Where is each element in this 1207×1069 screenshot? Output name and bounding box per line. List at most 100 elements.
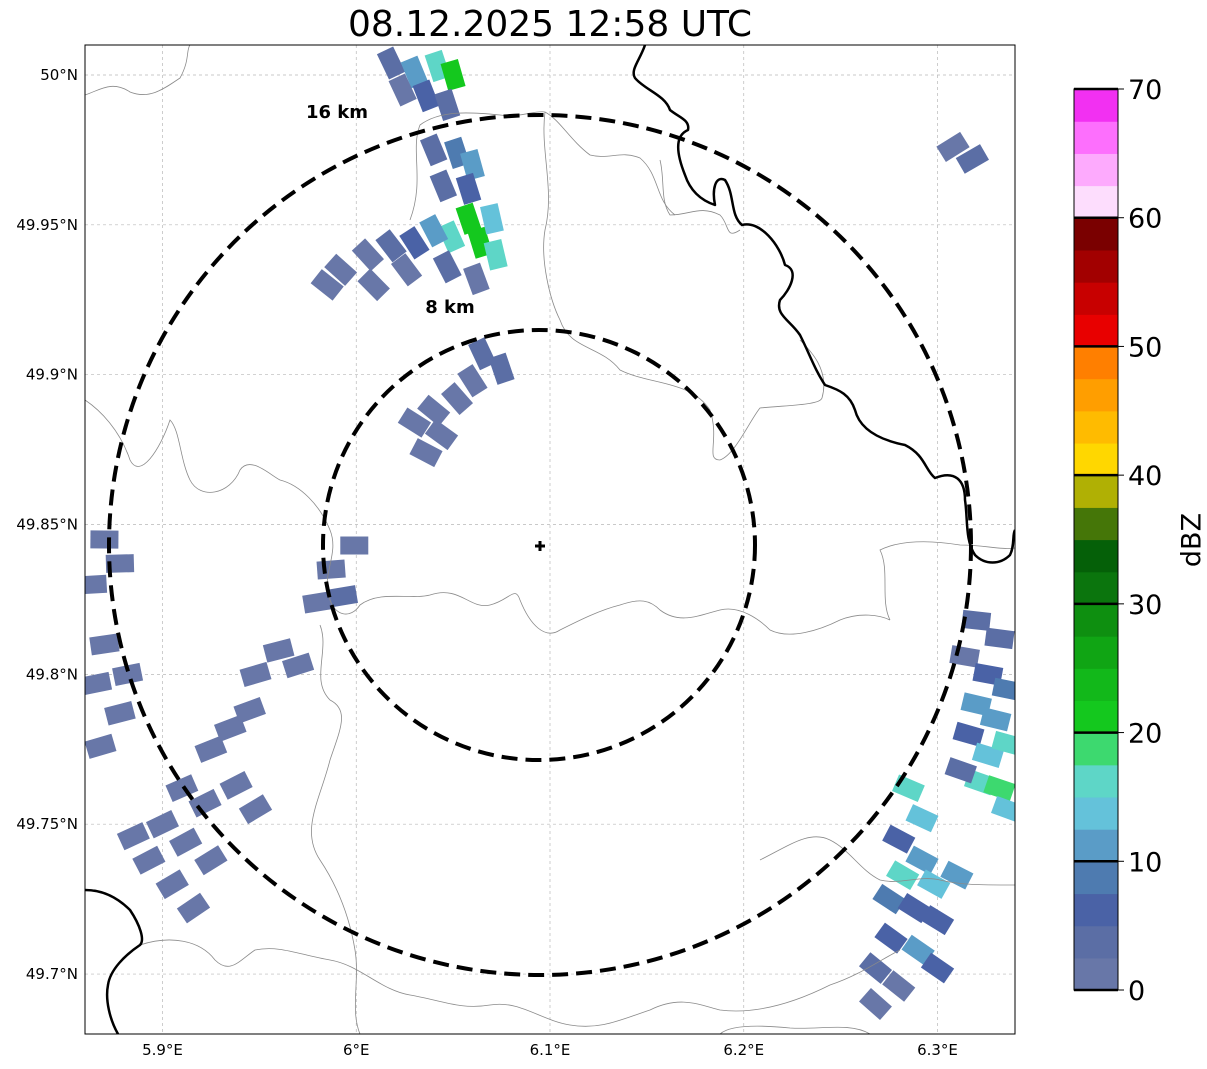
admin-boundary-north [85,45,191,96]
echo-cell [397,407,432,438]
axis-ticks: 5.9°E 6°E 6.1°E 6.2°E 6.3°E 50°N 49.95°N 49.9°N… [16,66,958,1059]
border-southwest [85,888,144,1034]
colorbar-swatch [1074,636,1118,669]
echo-cell [388,73,417,107]
echo-cell [920,952,955,984]
admin-boundary-south [139,939,901,1027]
echo-cell [351,238,385,272]
colorbar-swatch [1074,378,1118,412]
echo-cell [859,988,892,1021]
echo-cell [238,794,273,825]
colorbar-swatch [1074,796,1118,830]
colorbar-swatch [1074,121,1118,154]
lat-tick-label: 49.7°N [26,965,78,983]
echo-cell [961,609,992,631]
echo-cell [194,735,228,763]
echo-cell [952,721,985,747]
echo-cell [455,202,482,235]
echo-cell [858,952,893,984]
colorbar-tick-label: 20 [1128,719,1162,750]
colorbar-swatch [1074,249,1118,283]
echo-cell [419,133,448,167]
colorbar-swatch [1074,442,1118,476]
echo-cell [882,970,916,1002]
echo-cell [882,824,916,854]
colorbar-swatch [1074,217,1118,251]
plot-frame [84,44,1016,1035]
colorbar-swatch [1074,603,1118,637]
echo-cell [419,214,449,248]
echo-cell [155,869,189,900]
echo-cell [457,364,488,398]
colorbar-label: dBZ [1177,513,1207,567]
echo-cell [424,419,459,451]
echo-cell [483,239,508,271]
colorbar-swatch [1074,957,1118,991]
echo-cell [460,149,485,181]
colorbar-swatch [1074,89,1118,122]
range-ring-16km [107,113,973,977]
colorbar-swatch [1074,539,1118,573]
lat-tick-label: 49.85°N [16,516,78,534]
echo-cell [409,438,443,468]
echo-cell [944,757,977,784]
colorbar-swatch [1074,571,1118,605]
echo-cell [874,922,908,954]
echo-cell [116,822,150,851]
colorbar-swatch [1074,346,1118,380]
colorbar-tick-label: 50 [1128,332,1162,363]
echo-cell [940,860,974,890]
echo-cell [892,774,925,803]
admin-boundary-meander [543,111,825,461]
echo-cell [429,169,458,203]
ring-label-8km: 8 km [425,297,475,318]
border-river-northeast [632,45,1015,564]
colorbar-swatch [1074,829,1118,862]
lat-tick-label: 50°N [40,66,78,84]
range-ring-8km [321,328,757,762]
echo-cell [434,88,461,121]
echo-cell [310,269,344,301]
echo-cell [417,394,451,427]
colorbar-swatch [1074,861,1118,895]
lon-tick-label: 6.1°E [530,1041,571,1059]
colorbar-swatch [1074,507,1118,541]
admin-boundary-south-central [311,624,361,1034]
echo-cell [920,905,955,936]
echo-cell [219,770,253,800]
lat-tick-label: 49.95°N [16,216,78,234]
radar-echoes [85,46,1015,1021]
echo-cell [455,172,482,205]
colorbar-swatch [1074,410,1118,444]
echo-cell [901,934,935,966]
echo-cell [984,627,1015,650]
echo-cell [905,804,939,833]
colorbar-tick-label: 0 [1128,976,1145,1007]
admin-boundary-bottom [719,1025,871,1034]
echo-cell [90,530,119,549]
echo-cell [955,144,989,174]
lon-tick-label: 5.9°E [142,1041,183,1059]
echo-cell [872,883,906,915]
lat-tick-label: 49.9°N [26,366,78,384]
lat-tick-label: 49.75°N [16,815,78,833]
echo-cell [239,661,272,688]
echo-cell [85,574,108,595]
echo-cell [905,845,939,875]
colorbar-swatch [1074,732,1118,766]
echo-cell [262,638,295,663]
echo-cell [376,46,406,80]
echo-cell [89,633,120,656]
colorbar-swatch [1074,185,1118,219]
lon-tick-label: 6.2°E [723,1041,764,1059]
echo-cell [233,697,266,724]
admin-boundary-northeast [659,159,741,234]
range-rings [107,113,973,977]
echo-cell [991,730,1015,756]
echo-cell [437,220,466,254]
radar-site-marker [535,541,545,551]
echo-cell [897,893,931,924]
echo-cell [316,559,346,580]
colorbar-swatch [1074,314,1118,348]
colorbar: 0 10 20 30 40 50 60 70 [1073,75,1162,1007]
